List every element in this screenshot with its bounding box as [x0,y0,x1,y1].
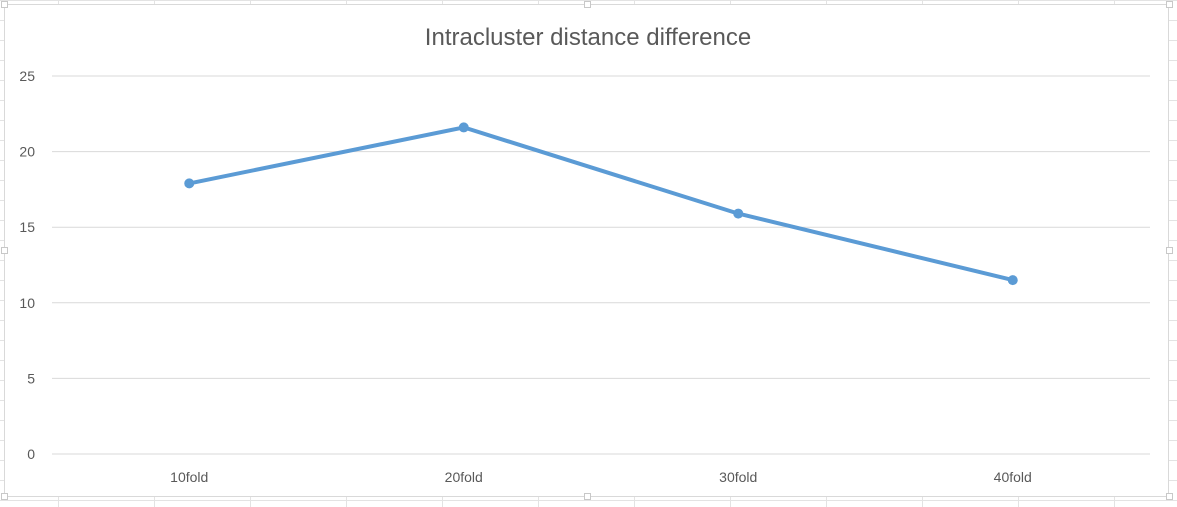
y-tick-label-10: 10 [19,295,35,311]
resize-handle-top-middle[interactable] [584,1,591,8]
y-tick-label-25: 25 [19,68,35,84]
chart-area[interactable]: Intracluster distance difference 0 5 10 15 2… [4,4,1169,497]
data-point-20fold [458,122,469,133]
y-tick-label-20: 20 [19,144,35,160]
gridlines [52,75,1150,455]
series-line-0 [187,125,1015,283]
y-tick-label-0: 0 [27,446,35,462]
x-tick-label-10fold: 10fold [170,469,208,485]
data-point-40fold [1007,275,1018,286]
x-tick-label-30fold: 30fold [719,469,757,485]
y-tick-label-5: 5 [27,370,35,386]
resize-handle-middle-right[interactable] [1166,247,1173,254]
chart-title[interactable]: Intracluster distance difference [425,24,751,51]
x-axis-tick-labels: 10fold 20fold 30fold 40fold [170,469,1032,485]
line-chart: Intracluster distance difference 0 5 10 15 2… [19,24,1150,485]
resize-handle-bottom-right[interactable] [1166,493,1173,500]
resize-handle-middle-left[interactable] [1,247,8,254]
resize-handle-bottom-left[interactable] [1,493,8,500]
resize-handle-top-right[interactable] [1166,1,1173,8]
x-tick-label-40fold: 40fold [994,469,1032,485]
data-point-30fold [733,208,744,219]
data-point-10fold [184,178,195,189]
x-tick-label-20fold: 20fold [445,469,483,485]
y-tick-label-15: 15 [19,219,35,235]
resize-handle-bottom-middle[interactable] [584,493,591,500]
y-axis-tick-labels: 0 5 10 15 20 25 [19,68,35,462]
series-layer[interactable] [184,122,1018,286]
resize-handle-top-left[interactable] [1,1,8,8]
